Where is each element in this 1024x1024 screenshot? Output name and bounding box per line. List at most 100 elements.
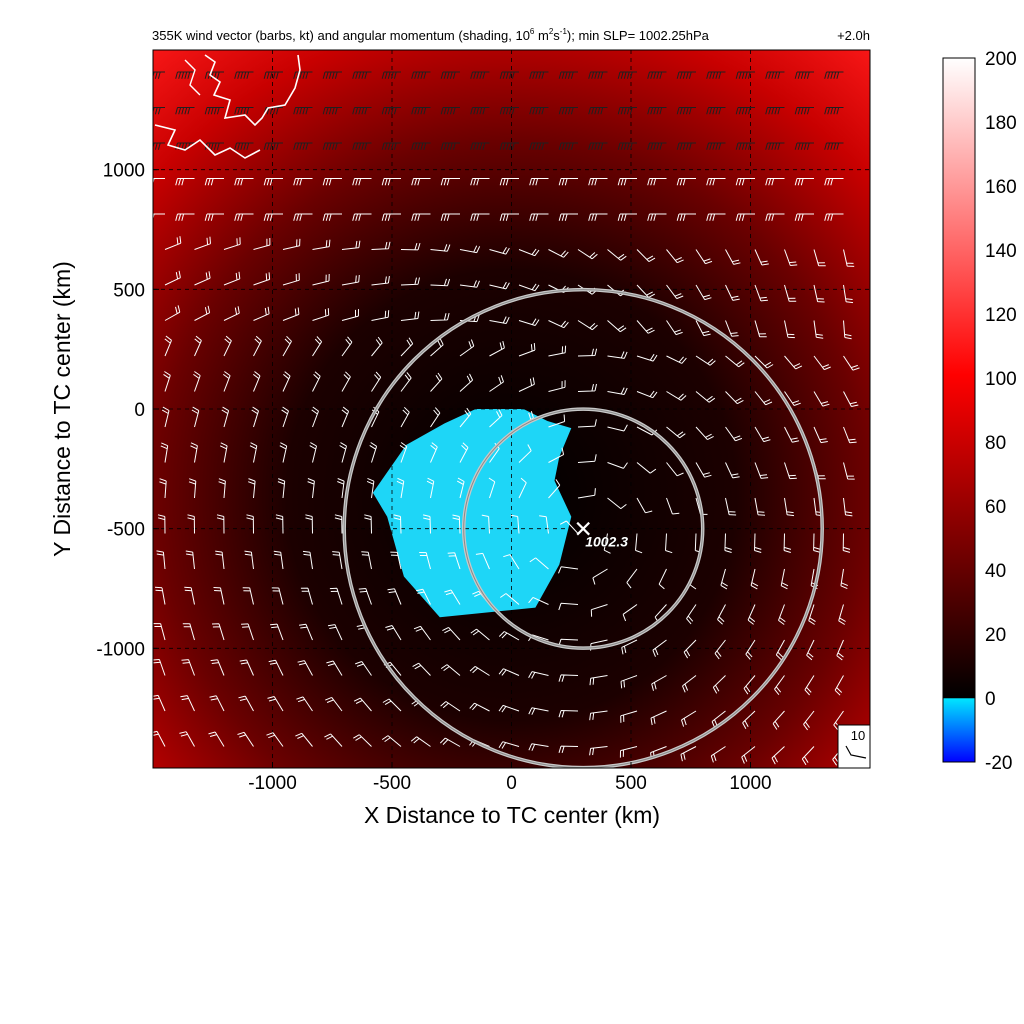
x-tick-label: 500	[615, 773, 647, 794]
wind-barb	[808, 604, 816, 625]
wind-barb	[234, 107, 254, 115]
wind-barb	[447, 552, 461, 570]
wind-barb	[400, 406, 410, 428]
chart-title: 355K wind vector (barbs, kt) and angular…	[152, 27, 710, 43]
wind-barb	[175, 178, 195, 186]
slp-label: 1002.3	[585, 534, 628, 550]
y-tick-label: -500	[107, 520, 145, 541]
wind-barb	[588, 71, 608, 79]
wind-barb	[160, 442, 169, 463]
wind-barb	[311, 406, 319, 428]
wind-barb	[191, 406, 200, 428]
wind-barb	[353, 697, 372, 712]
wind-barb	[159, 478, 167, 499]
wind-barb	[676, 178, 696, 186]
x-tick-label: -500	[373, 773, 411, 794]
wind-barb	[154, 586, 166, 605]
wind-barb	[840, 568, 849, 590]
colorbar-tick-label: 120	[985, 305, 1017, 326]
wind-barb	[341, 309, 359, 321]
wind-barb	[209, 695, 225, 712]
wind-barb	[577, 454, 597, 463]
wind-barb	[747, 604, 756, 625]
wind-barb	[804, 675, 815, 696]
wind-barb	[529, 142, 549, 150]
wind-barb	[588, 213, 608, 221]
wind-barb	[548, 320, 569, 329]
wind-barb	[607, 320, 627, 333]
wind-barb	[651, 675, 667, 691]
wind-barb	[299, 623, 313, 641]
wind-barb	[706, 107, 726, 115]
wind-barb	[459, 407, 472, 428]
wind-barb	[592, 568, 608, 585]
wind-barb	[725, 320, 739, 337]
wind-barb	[843, 284, 854, 304]
wind-barb	[352, 142, 372, 150]
wind-barb	[179, 731, 195, 747]
wind-barb	[754, 391, 773, 406]
wind-barb	[754, 462, 769, 479]
wind-barb	[282, 307, 300, 321]
wind-barb	[794, 178, 814, 186]
wind-barb	[558, 71, 578, 79]
wind-barb	[282, 238, 301, 250]
wind-barb	[341, 274, 360, 286]
wind-barb	[686, 604, 697, 625]
wind-barb	[164, 236, 182, 250]
wind-barb	[239, 659, 254, 676]
colorbar-tick-label: -20	[985, 753, 1012, 774]
wind-barb	[558, 107, 578, 115]
wind-barb	[489, 316, 510, 324]
wind-barb	[836, 639, 844, 661]
wind-barb	[712, 675, 726, 694]
wind-barb	[695, 320, 711, 337]
wind-barb	[267, 696, 284, 712]
wind-barb	[765, 142, 785, 150]
wind-barb	[765, 71, 785, 79]
y-tick-label: 0	[134, 400, 145, 421]
wind-barb	[237, 731, 254, 747]
wind-barb	[666, 426, 686, 439]
wind-barb	[440, 213, 460, 221]
wind-barb	[510, 514, 520, 534]
wind-barb	[382, 698, 402, 712]
wind-barb	[475, 552, 490, 570]
wind-barb	[735, 142, 755, 150]
wind-barb	[297, 660, 313, 676]
forecast-time: +2.0h	[837, 28, 870, 43]
wind-barb	[470, 142, 490, 150]
wind-barb	[710, 746, 726, 763]
wind-barb	[617, 178, 637, 186]
radius-ring-inner	[463, 408, 704, 649]
wind-barb	[400, 337, 414, 357]
wind-barb	[193, 371, 201, 392]
wind-barb	[489, 281, 510, 290]
wind-barb	[312, 371, 321, 392]
wind-barb	[381, 107, 401, 115]
wind-barb	[647, 71, 667, 79]
wind-barb	[352, 71, 372, 79]
wind-barb	[352, 178, 372, 186]
wind-barb	[558, 674, 579, 682]
wind-barb	[559, 520, 579, 534]
wind-barb	[253, 371, 261, 392]
wind-barb	[774, 675, 785, 696]
wind-barb	[666, 462, 684, 477]
wind-barb	[801, 746, 815, 766]
colorbar-tick-label: 100	[985, 369, 1017, 390]
wind-barb	[843, 391, 859, 407]
wind-barb	[194, 271, 211, 286]
wind-barb	[371, 336, 383, 357]
wind-barb	[190, 442, 198, 463]
wind-barb	[528, 707, 549, 715]
wind-barb	[636, 249, 656, 263]
colorbar-tick-label: 180	[985, 113, 1017, 134]
wind-barb	[325, 696, 343, 712]
wind-barb	[307, 478, 315, 499]
wind-barb	[725, 497, 737, 516]
wind-barb	[806, 639, 815, 661]
wind-barb	[248, 478, 256, 499]
wind-barb	[337, 478, 345, 499]
